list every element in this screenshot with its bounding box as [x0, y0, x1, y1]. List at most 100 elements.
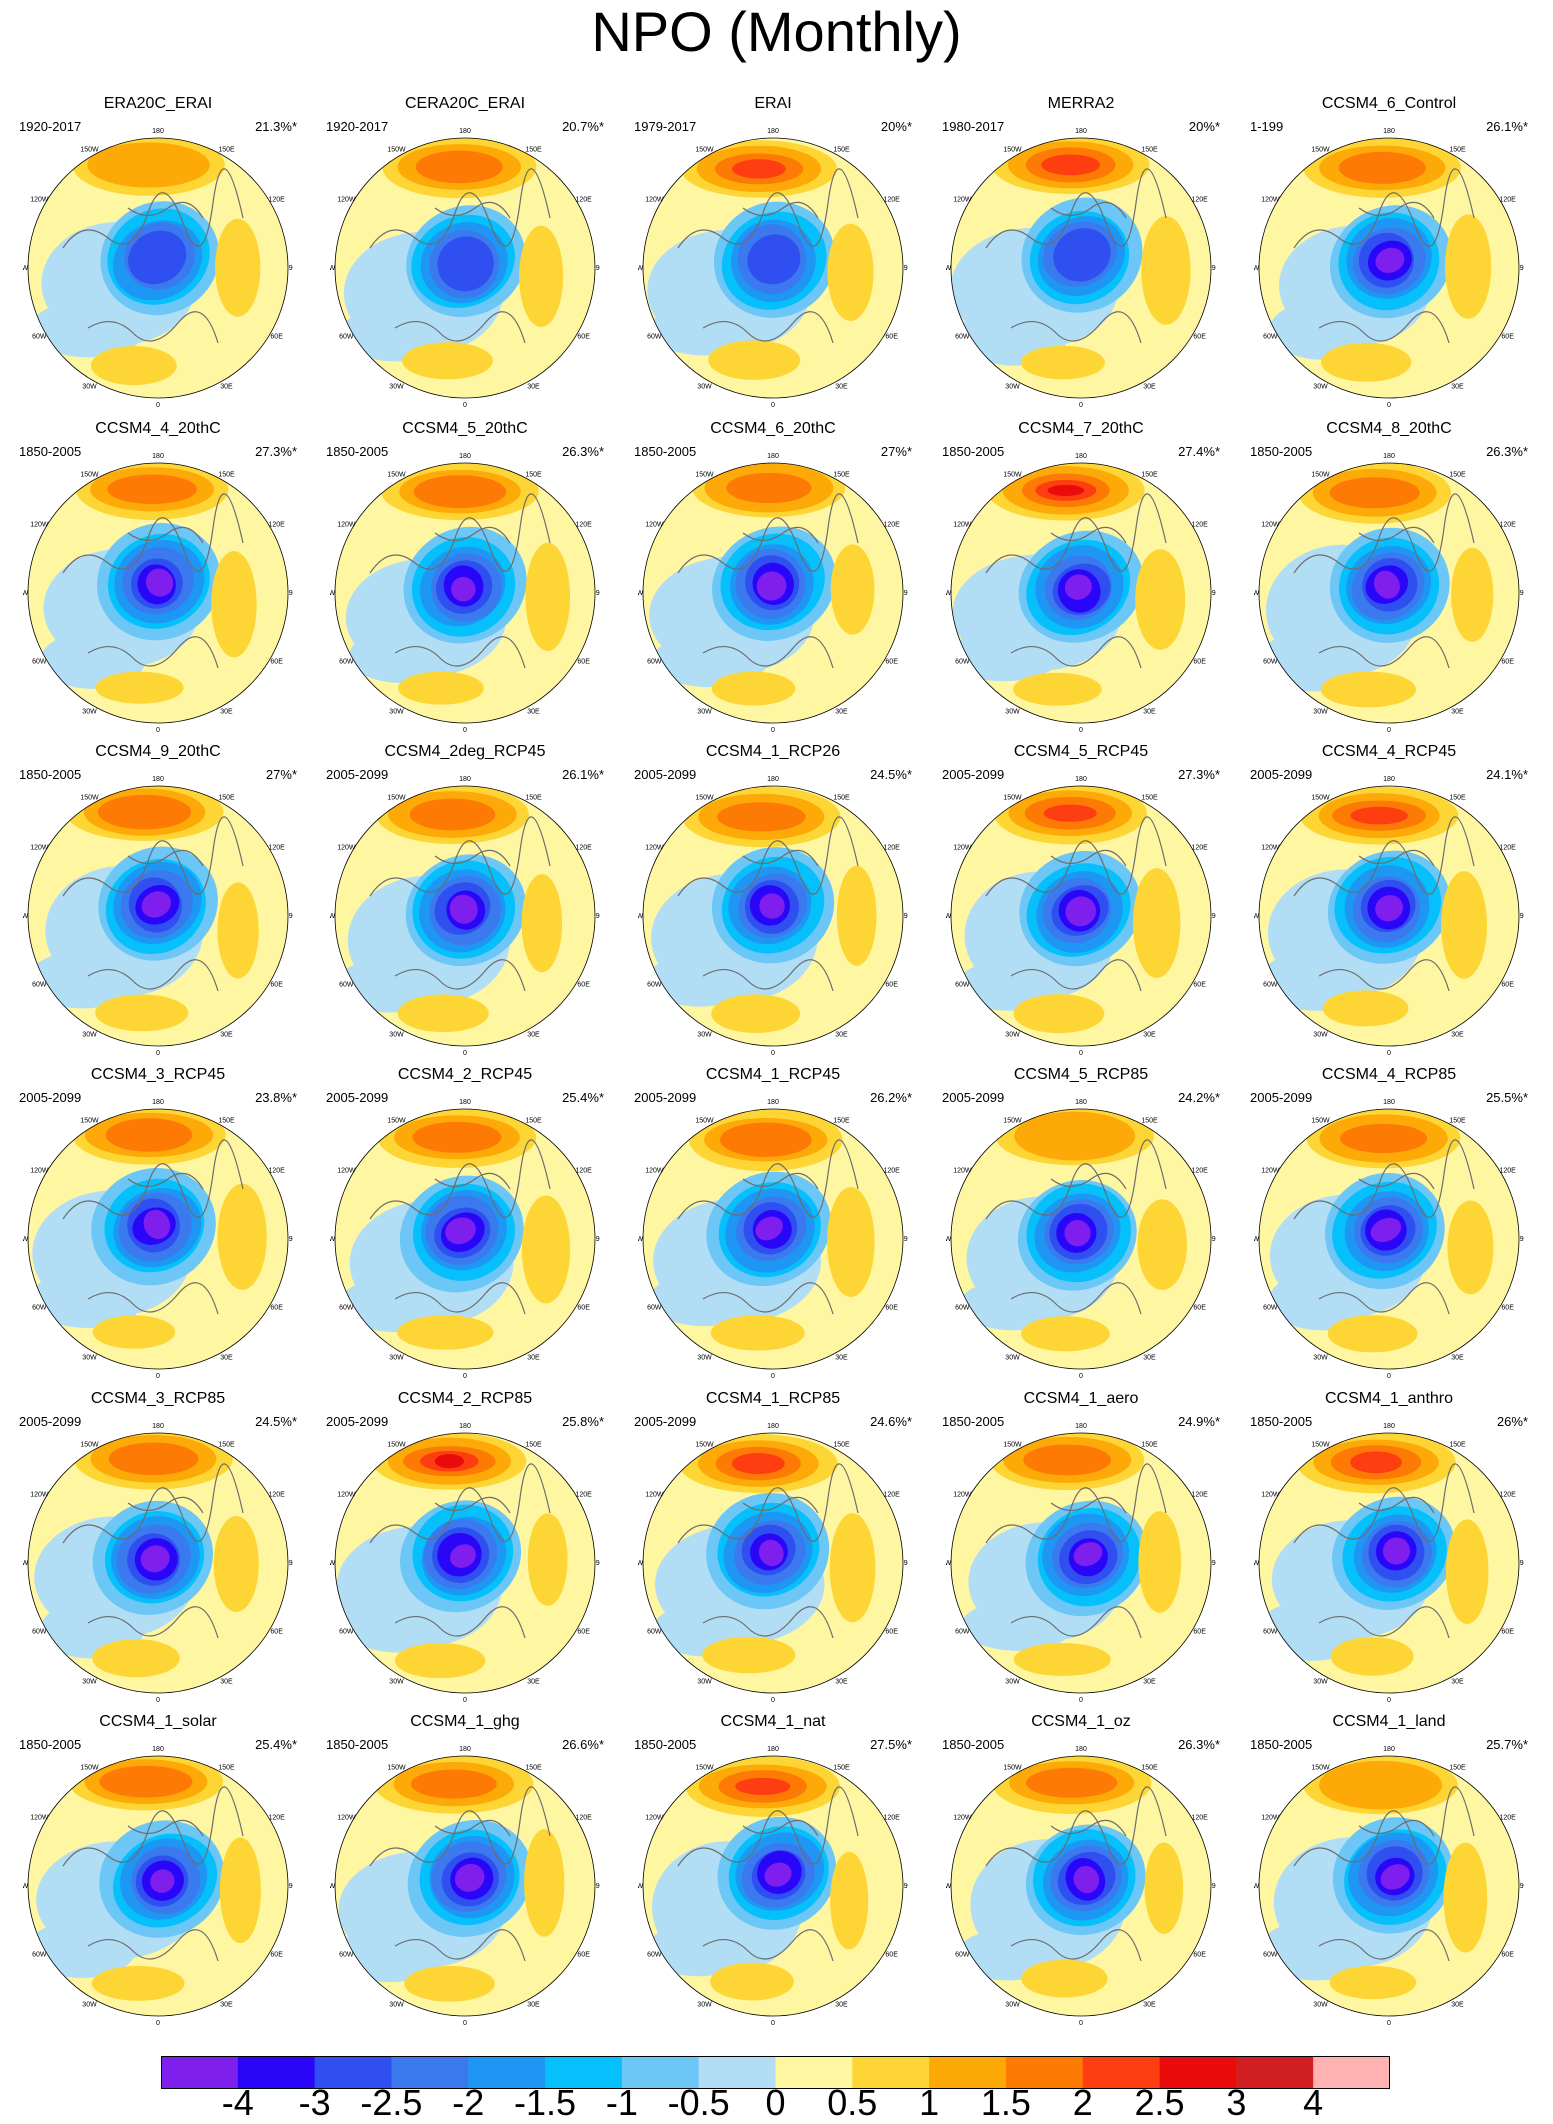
longitude-label: 0 [771, 402, 775, 409]
contour-positive [91, 1965, 185, 2001]
longitude-label: 120E [575, 1492, 592, 1499]
panel-variance-percent: 25.4%* [562, 1090, 604, 1105]
longitude-label: 180 [767, 1099, 779, 1106]
longitude-label: 120W [645, 1168, 664, 1175]
longitude-label: 180 [152, 128, 164, 135]
longitude-label: 60E [270, 1952, 283, 1959]
longitude-label: 120E [1499, 1815, 1516, 1822]
longitude-label: 30E [1451, 2002, 1464, 2009]
longitude-label: 30W [1005, 1355, 1020, 1362]
longitude-label: 180 [459, 128, 471, 135]
polar-map: 180 150E 120E 90E 60E 30E 0 30W 60W 90W 120W 150W [330, 453, 600, 734]
longitude-label: 30E [1143, 2002, 1156, 2009]
longitude-label: 150E [1449, 1441, 1466, 1448]
longitude-label: 0 [463, 1050, 467, 1057]
coastline [677, 1786, 859, 1962]
polar-map: 180 150E 120E 90E 60E 30E 0 30W 60W 90W 120W 150W [1254, 1423, 1524, 1704]
longitude-label: 60W [647, 1305, 662, 1312]
coastline [369, 168, 551, 344]
contour-positive [1013, 1642, 1111, 1676]
map-panel: CCSM4_1_land 1850-2005 25.7%* 180 150E 120E 90… [1244, 1713, 1534, 2033]
polar-map: 180 150E 120E 90E 60E 30E 0 30W 60W 90W 120W 150W [946, 128, 1216, 409]
contour-negative [747, 234, 801, 285]
panel-title: CCSM4_4_20thC [95, 420, 221, 437]
coastline [62, 1786, 244, 1962]
panel-title: CCSM4_1_anthro [1324, 1390, 1454, 1407]
contour-negative [1374, 570, 1400, 599]
contour-positive [1041, 154, 1101, 176]
map-border [334, 1755, 596, 2017]
contour-positive [827, 1187, 875, 1298]
longitude-label: 60W [32, 334, 47, 341]
longitude-label: 30E [220, 1355, 233, 1362]
longitude-label: 180 [767, 1746, 779, 1753]
panel-title: CCSM4_1_RCP85 [705, 1390, 841, 1407]
longitude-label: 120W [645, 522, 664, 529]
longitude-label: 30W [1313, 1032, 1328, 1039]
map-panel: ERA20C_ERAI 1920-2017 21.3%* 180 150E 120E 90E… [13, 95, 303, 415]
coastline [62, 493, 244, 669]
polar-map: 180 150E 120E 90E 60E 30E 0 30W 60W 90W 120W 150W [638, 128, 908, 409]
longitude-label: 30E [527, 1355, 540, 1362]
longitude-label: 60W [339, 1952, 354, 1959]
longitude-label: 60E [1501, 1952, 1514, 1959]
panel-title: CCSM4_7_20thC [1018, 420, 1144, 437]
longitude-label: 120W [645, 845, 664, 852]
longitude-label: 30E [1451, 1032, 1464, 1039]
longitude-label: 90W [946, 913, 952, 920]
colorbar-swatch [314, 2056, 392, 2089]
longitude-label: 0 [771, 1050, 775, 1057]
contour-positive [107, 474, 197, 504]
longitude-label: 150E [525, 1441, 542, 1448]
longitude-label: 30W [389, 384, 404, 391]
longitude-label: 150E [833, 1441, 850, 1448]
longitude-label: 0 [463, 1373, 467, 1380]
panel-title: CCSM4_9_20thC [95, 743, 221, 760]
longitude-label: 120W [1261, 1492, 1280, 1499]
longitude-label: 60E [885, 982, 898, 989]
coastline [985, 1786, 1167, 1962]
map-panel: CCSM4_2deg_RCP45 2005-2099 26.1%* 180 150E 12… [320, 743, 610, 1063]
longitude-label: 150E [1141, 1764, 1158, 1771]
contour-positive [1329, 477, 1420, 509]
longitude-label: 90E [1212, 265, 1216, 272]
longitude-label: 120W [30, 1815, 49, 1822]
map-panel: CCSM4_2_RCP45 2005-2099 25.4%* 180 150E 120E 9… [320, 1066, 610, 1386]
contour-positive [1445, 1519, 1489, 1624]
map-border [950, 462, 1212, 724]
colorbar [161, 2056, 1390, 2089]
longitude-label: 60W [32, 1629, 47, 1636]
colorbar-swatch [1082, 2056, 1161, 2089]
coastline [677, 493, 859, 669]
longitude-label: 120E [575, 197, 592, 204]
longitude-label: 60E [885, 1305, 898, 1312]
map-border [27, 1432, 289, 1694]
longitude-label: 180 [1383, 1099, 1395, 1106]
longitude-label: 60W [32, 659, 47, 666]
polar-map: 180 150E 120E 90E 60E 30E 0 30W 60W 90W 120W 150W [330, 1746, 600, 2027]
contour-positive [398, 671, 484, 705]
polar-map: 180 150E 120E 90E 60E 30E 0 30W 60W 90W 120W 150W [23, 453, 293, 734]
colorbar-tick-label: -2 [452, 2082, 485, 2123]
panel-title: ERA20C_ERAI [103, 95, 213, 112]
polar-map: 180 150E 120E 90E 60E 30E 0 30W 60W 90W 120W 150W [23, 1746, 293, 2027]
longitude-label: 30E [835, 384, 848, 391]
longitude-label: 60E [270, 982, 283, 989]
longitude-label: 180 [152, 1423, 164, 1430]
contour-positive [404, 1965, 495, 2002]
map-panel: CERA20C_ERAI 1920-2017 20.7%* 180 150E 120E 90… [320, 95, 610, 415]
polar-map: 180 150E 120E 90E 60E 30E 0 30W 60W 90W 120W 150W [330, 128, 600, 409]
map-border [1258, 785, 1520, 1047]
panel-variance-percent: 26.3%* [1486, 444, 1528, 459]
map-border [950, 785, 1212, 1047]
contour-positive [519, 225, 564, 327]
panel-title: CCSM4_5_RCP45 [1013, 743, 1149, 760]
polar-map: 180 150E 120E 90E 60E 30E 0 30W 60W 90W 120W 150W [330, 776, 600, 1057]
longitude-label: 0 [1079, 2020, 1083, 2027]
longitude-label: 90W [946, 1560, 952, 1567]
longitude-label: 60E [1501, 1629, 1514, 1636]
longitude-label: 60E [885, 334, 898, 341]
map-border [1258, 1108, 1520, 1370]
longitude-label: 150W [1003, 146, 1022, 153]
contour-positive [521, 1195, 571, 1304]
